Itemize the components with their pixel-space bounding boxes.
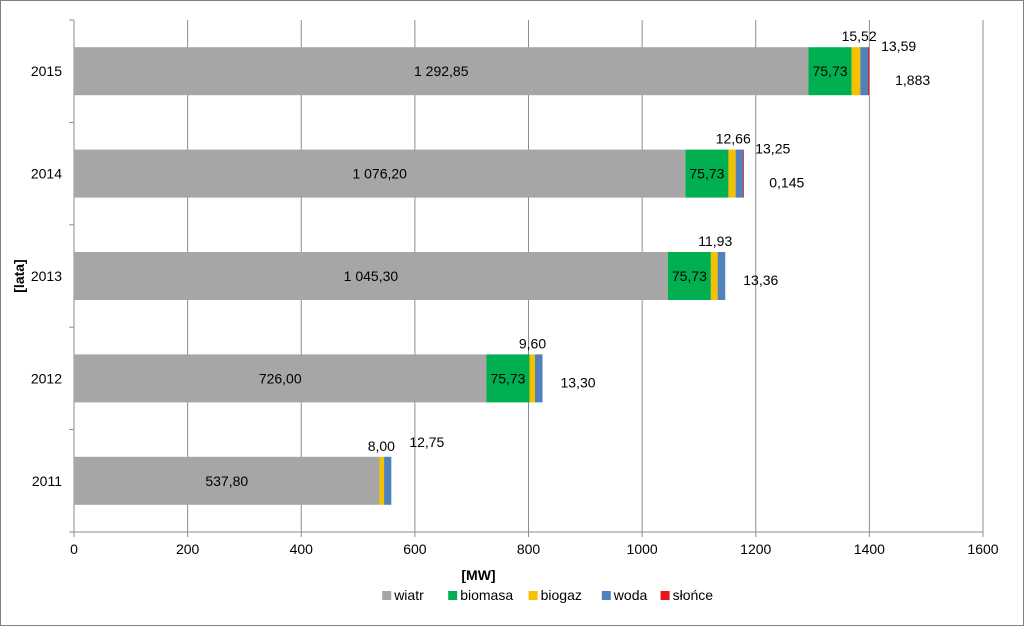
bar-wiatr xyxy=(74,149,686,198)
bar-woda xyxy=(717,252,726,300)
legend-swatch-biomasa xyxy=(448,591,458,600)
data-label-woda: 13,30 xyxy=(560,374,595,390)
data-label-biogaz: 8,00 xyxy=(368,438,395,454)
bar-woda xyxy=(860,47,869,96)
data-label-woda: 13,36 xyxy=(743,272,778,288)
y-axis-title: [lata] xyxy=(11,259,27,292)
bar-biomasa xyxy=(685,149,729,198)
bar-biogaz xyxy=(710,252,718,300)
data-label-slonce: 0,145 xyxy=(769,175,804,191)
bar-biogaz xyxy=(529,354,535,403)
y-tick-label: 2013 xyxy=(31,268,62,284)
data-label-biomasa: 75,73 xyxy=(812,63,847,79)
legend-label-słońce: słońce xyxy=(673,587,714,603)
data-label-wiatr: 1 292,85 xyxy=(414,63,469,79)
data-label-woda: 12,75 xyxy=(409,434,444,450)
bar-woda xyxy=(735,149,744,198)
bar-biogaz xyxy=(851,47,861,96)
bar-słońce xyxy=(868,47,870,96)
data-label-biogaz: 12,66 xyxy=(716,131,751,147)
x-tick-label: 0 xyxy=(70,541,78,557)
legend-label-wiatr: wiatr xyxy=(393,587,424,603)
legend-label-biomasa: biomasa xyxy=(460,587,513,603)
x-tick-label: 1600 xyxy=(967,541,998,557)
data-label-biomasa: 75,73 xyxy=(672,268,707,284)
legend-swatch-biogaz xyxy=(528,591,538,600)
data-label-woda: 13,59 xyxy=(881,38,916,54)
x-tick-label: 400 xyxy=(290,541,314,557)
y-tick-label: 2012 xyxy=(31,370,62,386)
data-label-biogaz: 9,60 xyxy=(519,335,546,351)
bar-słońce xyxy=(743,149,744,198)
bar-wiatr xyxy=(74,354,487,403)
bar-woda xyxy=(384,456,392,505)
y-tick-label: 2015 xyxy=(31,63,62,79)
x-tick-label: 1400 xyxy=(854,541,885,557)
bar-biomasa xyxy=(486,354,530,403)
y-tick-label: 2014 xyxy=(31,166,62,182)
bar-woda xyxy=(534,354,543,403)
x-axis-title: [MW] xyxy=(461,567,495,583)
legend-swatch-woda xyxy=(601,591,611,600)
data-label-biomasa: 75,73 xyxy=(689,166,724,182)
x-tick-label: 200 xyxy=(176,541,200,557)
data-label-woda: 13,25 xyxy=(755,141,790,157)
bar-wiatr xyxy=(74,252,668,300)
bar-biogaz xyxy=(379,456,385,505)
bar-wiatr xyxy=(74,456,380,505)
legend-label-biogaz: biogaz xyxy=(541,587,582,603)
bar-biomasa xyxy=(667,252,711,300)
legend-swatch-słońce xyxy=(660,591,670,600)
x-tick-label: 1200 xyxy=(740,541,771,557)
x-tick-label: 800 xyxy=(517,541,541,557)
y-tick-label: 2011 xyxy=(32,473,62,489)
x-tick-label: 600 xyxy=(403,541,427,557)
data-label-slonce: 1,883 xyxy=(895,72,930,88)
legend-swatch-wiatr xyxy=(382,591,392,600)
bar-biomasa xyxy=(808,47,852,96)
data-label-biomasa: 75,73 xyxy=(490,370,525,386)
legend-label-woda: woda xyxy=(613,587,648,603)
data-label-wiatr: 537,80 xyxy=(205,473,248,489)
data-label-biogaz: 11,93 xyxy=(698,233,732,249)
data-label-biogaz: 15,52 xyxy=(842,28,877,44)
data-label-wiatr: 726,00 xyxy=(259,370,302,386)
data-label-wiatr: 1 045,30 xyxy=(344,268,399,284)
data-label-wiatr: 1 076,20 xyxy=(352,166,407,182)
bar-biogaz xyxy=(728,149,736,198)
bar-wiatr xyxy=(74,47,809,96)
x-tick-label: 1000 xyxy=(627,541,658,557)
